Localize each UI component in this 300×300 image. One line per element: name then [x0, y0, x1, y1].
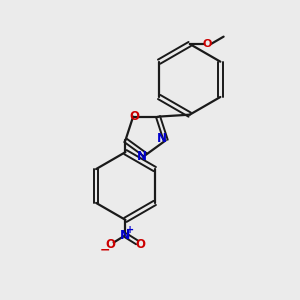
Text: O: O: [130, 110, 140, 123]
Text: O: O: [203, 39, 212, 49]
Text: O: O: [106, 238, 116, 251]
Text: N: N: [137, 150, 147, 163]
Text: +: +: [126, 225, 134, 235]
Text: N: N: [120, 229, 130, 242]
Text: O: O: [135, 238, 145, 251]
Text: −: −: [100, 243, 111, 256]
Text: N: N: [157, 132, 167, 146]
